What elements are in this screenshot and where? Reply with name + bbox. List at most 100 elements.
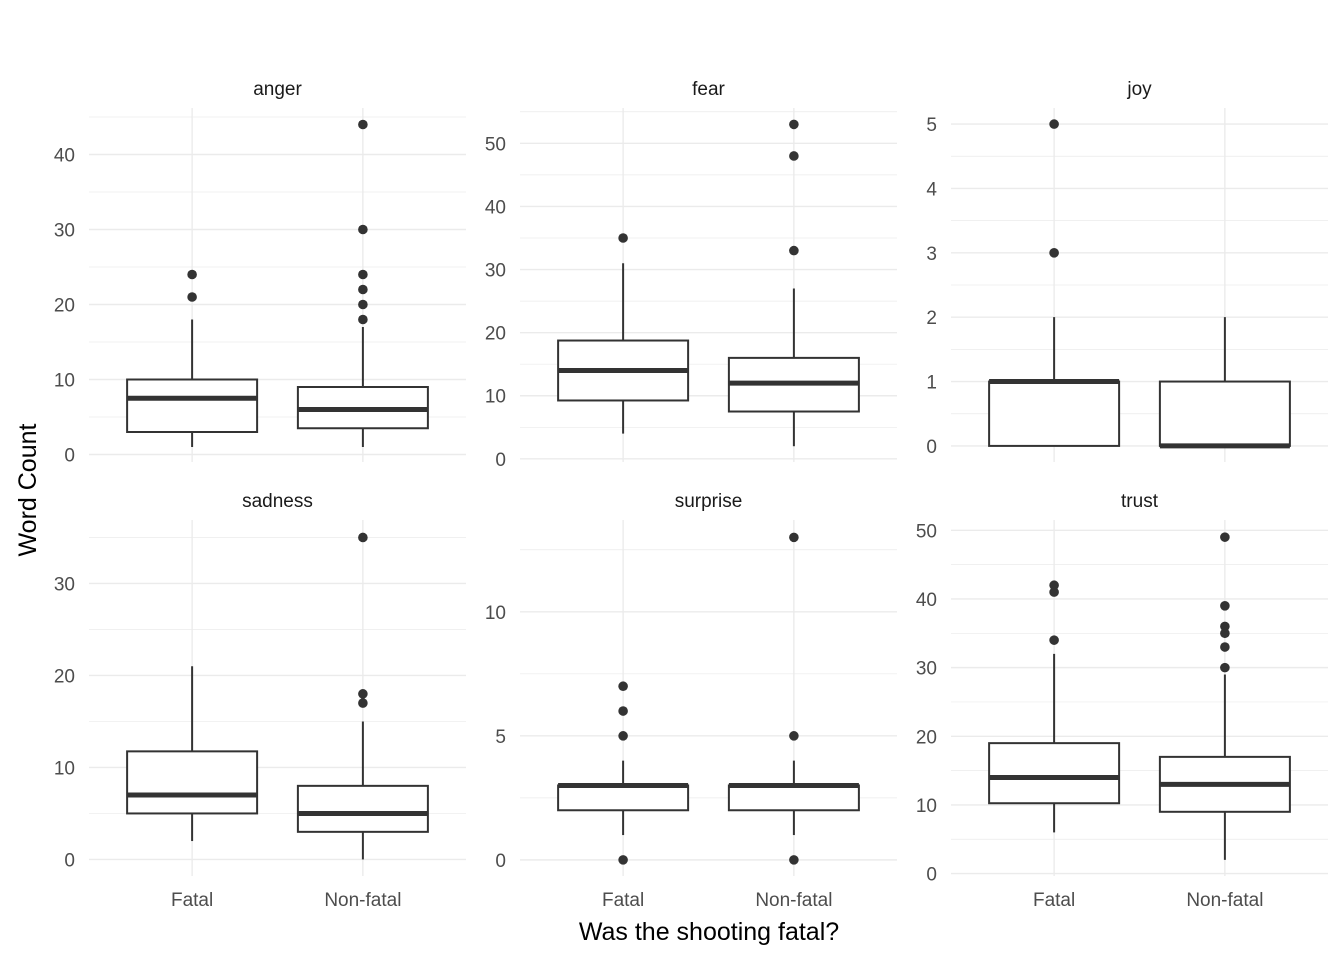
iqr-box: [296, 784, 429, 833]
outlier-point: [1220, 621, 1230, 632]
iqr-box: [126, 378, 259, 433]
outlier-point: [789, 532, 799, 543]
y-tick-label: 10: [54, 758, 75, 779]
panel-sadness: 0 10 20 30 sadness Fatal Non-fatal: [54, 491, 466, 911]
box-fatal: [126, 666, 259, 842]
box-fatal: [988, 119, 1121, 447]
outlier-point: [358, 698, 368, 708]
outlier-point: [1220, 662, 1230, 673]
x-tick-label: Fatal: [602, 890, 644, 911]
box-non-fatal: [1158, 532, 1291, 860]
x-tick-label: Fatal: [1033, 890, 1075, 911]
x-tick-label: Non-fatal: [324, 890, 401, 911]
outlier-point: [358, 119, 368, 130]
box-fatal: [557, 233, 690, 434]
y-tick-label: 40: [485, 197, 506, 218]
outlier-point: [358, 532, 368, 543]
x-tick-label: Non-fatal: [1186, 890, 1263, 911]
box-fatal: [126, 269, 259, 447]
panel-trust: 0 10 20 30 40 50 trust Fatal Non-fatal: [916, 491, 1328, 911]
iqr-box: [988, 742, 1121, 805]
y-tick-label: 0: [495, 851, 506, 872]
box-non-fatal: [296, 119, 429, 447]
outlier-point: [618, 233, 628, 243]
box-fatal: [557, 681, 690, 865]
y-tick-label: 0: [926, 437, 937, 458]
outlier-point: [1049, 248, 1059, 258]
y-tick-label: 20: [54, 296, 75, 317]
iqr-box: [988, 380, 1121, 447]
y-tick-label: 10: [485, 387, 506, 408]
y-tick-label: 40: [54, 146, 75, 167]
y-tick-label: 3: [926, 244, 937, 265]
y-tick-label: 10: [916, 796, 937, 817]
iqr-box: [1158, 380, 1291, 447]
outlier-point: [618, 731, 628, 741]
outlier-point: [1220, 642, 1230, 652]
outlier-point: [1220, 532, 1230, 542]
x-tick-label: Fatal: [171, 890, 213, 911]
facet-title-joy: joy: [1126, 79, 1152, 100]
facet-title-sadness: sadness: [242, 491, 313, 512]
y-tick-label: 0: [926, 865, 937, 886]
outlier-point: [1049, 587, 1059, 597]
outlier-point: [789, 855, 799, 865]
x-axis-title: Was the shooting fatal?: [579, 918, 839, 946]
box-fatal: [988, 580, 1121, 833]
y-tick-label: 20: [54, 666, 75, 687]
y-tick-label: 5: [926, 115, 937, 136]
y-tick-label: 10: [54, 371, 75, 392]
y-tick-label: 20: [485, 324, 506, 345]
y-tick-label: 30: [485, 261, 506, 282]
y-tick-label: 10: [485, 603, 506, 624]
iqr-box: [727, 784, 860, 812]
x-tick-label: Non-fatal: [755, 890, 832, 911]
y-tick-label: 50: [916, 521, 937, 542]
outlier-point: [789, 245, 799, 256]
outlier-point: [789, 119, 799, 130]
outlier-point: [358, 224, 368, 235]
outlier-point: [618, 706, 628, 716]
iqr-box: [126, 750, 259, 815]
y-tick-label: 2: [926, 308, 937, 329]
y-tick-label: 50: [485, 134, 506, 155]
y-tick-label: 30: [916, 659, 937, 680]
y-tick-label: 5: [495, 727, 506, 748]
iqr-box: [557, 784, 690, 812]
panel-joy: 0 1 2 3 4 5 joy: [926, 79, 1328, 462]
outlier-point: [187, 292, 197, 302]
box-non-fatal: [1158, 317, 1291, 449]
outlier-point: [358, 314, 368, 325]
outlier-point: [358, 269, 368, 280]
y-tick-label: 0: [495, 450, 506, 471]
outlier-point: [358, 284, 368, 295]
y-axis-title: Word Count: [14, 423, 42, 556]
facet-title-anger: anger: [253, 79, 302, 100]
outlier-point: [358, 689, 368, 699]
y-tick-label: 20: [916, 727, 937, 748]
y-tick-label: 30: [54, 574, 75, 595]
panel-fear: 0 10 20 30 40 50 fear: [485, 79, 897, 471]
panel-anger: 0 10 20 30 40 anger: [54, 79, 466, 467]
outlier-point: [618, 681, 628, 692]
y-tick-label: 4: [926, 179, 937, 200]
outlier-point: [1049, 580, 1059, 591]
outlier-point: [187, 269, 197, 280]
panels-group: 010203040anger01020304050fear012345joy01…: [54, 79, 1328, 911]
y-tick-label: 0: [64, 446, 75, 467]
outlier-point: [618, 855, 628, 865]
outlier-point: [1049, 635, 1059, 645]
outlier-point: [789, 731, 799, 741]
box-non-fatal: [727, 119, 860, 447]
panel-surprise: 0 5 10 surprise Fatal Non-fatal: [485, 491, 897, 911]
facet-title-trust: trust: [1121, 491, 1159, 512]
outlier-point: [358, 299, 368, 310]
y-tick-label: 1: [926, 373, 937, 394]
box-non-fatal: [727, 532, 860, 865]
y-tick-label: 40: [916, 590, 937, 611]
outlier-point: [789, 151, 799, 161]
facet-title-surprise: surprise: [675, 491, 743, 512]
facet-title-fear: fear: [692, 79, 725, 100]
y-tick-label: 30: [54, 221, 75, 242]
